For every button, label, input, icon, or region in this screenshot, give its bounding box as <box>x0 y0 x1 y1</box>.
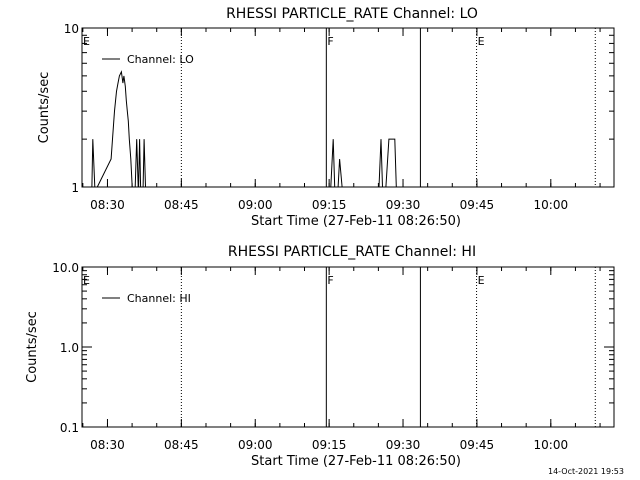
x-axis-label: Start Time (27-Feb-11 08:26:50) <box>251 214 461 229</box>
x-tick-label: 08:45 <box>164 438 199 452</box>
x-tick-label: 08:30 <box>90 198 125 212</box>
x-tick-label: 08:45 <box>164 198 199 212</box>
legend-label: Channel: LO <box>127 53 194 66</box>
x-tick-label: 09:45 <box>460 198 495 212</box>
event-marker-label: E <box>83 35 90 48</box>
x-tick-label: 10:00 <box>534 438 569 452</box>
x-tick-label: 08:30 <box>90 438 125 452</box>
x-tick-label: 09:00 <box>238 438 273 452</box>
x-tick-label: 09:30 <box>386 438 421 452</box>
y-tick-label: 10.0 <box>52 261 79 275</box>
y-tick-label: 1.0 <box>60 341 79 355</box>
event-marker-label: E <box>478 35 485 48</box>
legend-label: Channel: HI <box>127 292 191 305</box>
footer-timestamp: 14-Oct-2021 19:53 <box>548 467 624 476</box>
x-tick-label: 09:15 <box>312 198 347 212</box>
x-axis-label: Start Time (27-Feb-11 08:26:50) <box>251 454 461 469</box>
event-marker-label: F <box>327 35 333 48</box>
y-tick-label: 10 <box>64 22 79 36</box>
y-axis-label: Counts/sec <box>25 311 40 383</box>
series-line <box>91 70 399 187</box>
plot-frame <box>81 27 615 188</box>
x-tick-label: 09:15 <box>312 438 347 452</box>
x-tick-label: 09:45 <box>460 438 495 452</box>
chart-title: RHESSI PARTICLE_RATE Channel: LO <box>226 6 478 22</box>
y-axis-label: Counts/sec <box>37 72 52 144</box>
x-tick-label: 10:00 <box>534 198 569 212</box>
event-marker-label: E <box>478 274 485 287</box>
y-tick-label: 0.1 <box>60 421 79 435</box>
event-marker-label: F <box>327 274 333 287</box>
x-tick-label: 09:30 <box>386 198 421 212</box>
event-marker-label: E <box>83 274 90 287</box>
plot-frame <box>81 266 615 428</box>
chart-title: RHESSI PARTICLE_RATE Channel: HI <box>228 244 476 260</box>
x-tick-label: 09:00 <box>238 198 273 212</box>
y-tick-label: 1 <box>71 181 79 195</box>
